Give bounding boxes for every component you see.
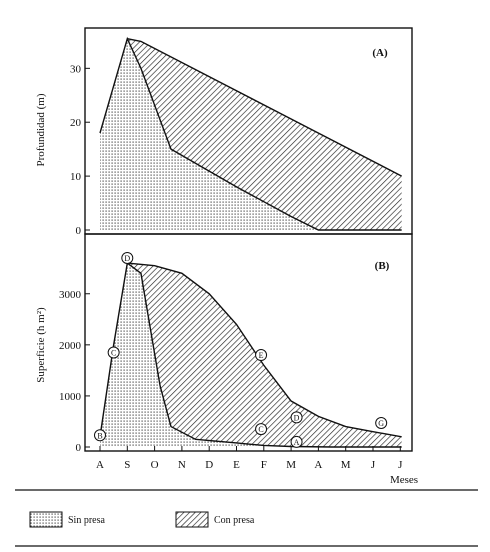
y-tick-label-b-2: 2000 bbox=[59, 340, 82, 352]
panel-b-y-axis-label: Superficie (h m²) bbox=[35, 307, 47, 383]
marker-e-3: E bbox=[255, 349, 268, 362]
x-tick-label-8: A bbox=[314, 459, 322, 471]
x-axis-label: Meses bbox=[390, 474, 418, 486]
panel-b-label: (B) bbox=[375, 260, 390, 272]
marker-b-2: B bbox=[94, 429, 106, 442]
y-tick-label-a-2: 20 bbox=[70, 117, 82, 129]
legend-label-con-presa: Con presa bbox=[214, 515, 255, 526]
y-tick-label-a-3: 30 bbox=[70, 63, 82, 75]
marker-circle-4 bbox=[255, 423, 268, 436]
x-tick-label-6: F bbox=[261, 459, 267, 471]
legend-swatch-con-presa bbox=[175, 511, 209, 528]
panel-a-areas bbox=[99, 36, 402, 231]
marker-circle-0 bbox=[121, 252, 134, 264]
panel-a-y-axis-label: Profundidad (m) bbox=[35, 93, 47, 166]
area-con-presa-b bbox=[127, 263, 402, 447]
area-sin-presa-b bbox=[100, 263, 402, 447]
legend: Sin presa Con presa bbox=[29, 511, 255, 528]
marker-label-5: D bbox=[294, 413, 300, 422]
y-tick-label-b-1: 1000 bbox=[59, 391, 82, 403]
x-tick-label-9: M bbox=[341, 459, 351, 471]
x-tick-label-10: J bbox=[371, 459, 376, 471]
marker-label-6: A bbox=[294, 438, 300, 447]
y-tick-label-a-0: 0 bbox=[76, 225, 82, 237]
panel-b-areas bbox=[99, 261, 402, 448]
marker-c-4: C bbox=[255, 423, 268, 436]
marker-circle-6 bbox=[290, 435, 303, 448]
x-tick-label-4: D bbox=[205, 459, 213, 471]
x-tick-label-5: E bbox=[233, 459, 240, 471]
marker-c-1: C bbox=[107, 346, 120, 359]
marker-a-6: A bbox=[290, 435, 303, 448]
marker-g-7: G bbox=[375, 416, 388, 429]
line-con-presa-b bbox=[127, 262, 402, 438]
line-sin-presa-a bbox=[99, 36, 402, 231]
panel-a-label: (A) bbox=[372, 47, 388, 59]
legend-swatch-sin-presa bbox=[29, 511, 63, 528]
marker-label-3: E bbox=[259, 351, 264, 360]
x-tick-label-0: A bbox=[96, 459, 104, 471]
y-tick-label-b-0: 0 bbox=[76, 442, 82, 454]
panel-a-y-ticks: 0 10 20 30 bbox=[70, 63, 90, 237]
panel-b-y-ticks: 0 1000 2000 3000 bbox=[59, 289, 90, 454]
marker-label-1: C bbox=[111, 349, 116, 358]
marker-circle-5 bbox=[290, 411, 303, 424]
marker-d-5: D bbox=[290, 411, 303, 424]
marker-circle-7 bbox=[375, 416, 388, 429]
x-tick-label-1: S bbox=[124, 459, 130, 471]
marker-circle-1 bbox=[107, 346, 120, 359]
y-tick-label-b-3: 3000 bbox=[59, 289, 82, 301]
marker-d-0: D bbox=[121, 252, 134, 264]
marker-circle-2 bbox=[94, 429, 106, 442]
marker-label-2: B bbox=[97, 431, 102, 440]
area-sin-presa-a bbox=[100, 38, 402, 230]
x-tick-label-2: O bbox=[151, 459, 159, 471]
x-tick-label-7: M bbox=[286, 459, 296, 471]
marker-label-7: G bbox=[378, 419, 384, 428]
x-tick-label-3: N bbox=[178, 459, 186, 471]
marker-label-4: C bbox=[258, 425, 263, 434]
panel-b-markers: D C B E C D A G bbox=[94, 252, 388, 448]
area-con-presa-a bbox=[127, 38, 402, 230]
line-con-presa-a bbox=[127, 38, 402, 177]
marker-label-0: D bbox=[124, 254, 130, 263]
panel-b-frame bbox=[84, 233, 413, 452]
marker-circle-3 bbox=[255, 349, 268, 362]
y-tick-label-a-1: 10 bbox=[70, 171, 82, 183]
x-tick-label-11: J bbox=[398, 459, 403, 471]
legend-label-sin-presa: Sin presa bbox=[68, 515, 106, 526]
